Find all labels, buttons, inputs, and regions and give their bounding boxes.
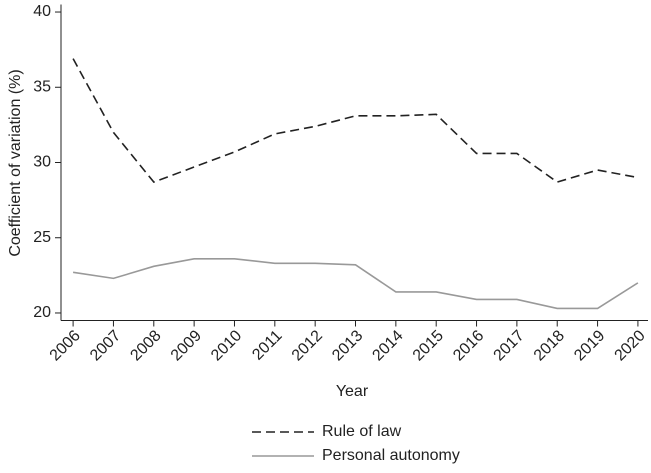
x-tick-label: 2006 — [47, 327, 84, 364]
x-tick-label: 2019 — [571, 327, 608, 364]
x-tick-label: 2020 — [612, 327, 649, 364]
y-tick-label: 35 — [33, 78, 51, 95]
x-tick-label: 2008 — [127, 327, 164, 364]
series-line — [72, 258, 639, 310]
legend-label: Personal autonomy — [322, 447, 460, 464]
x-tick-label: 2016 — [450, 327, 487, 364]
x-tick-label: 2011 — [249, 327, 285, 363]
x-tick-label: 2015 — [410, 327, 447, 364]
x-tick-label: 2012 — [289, 327, 326, 364]
series-line — [72, 58, 639, 184]
x-axis-title: Year — [336, 383, 369, 400]
y-tick-label: 25 — [33, 229, 51, 246]
y-tick-label: 20 — [33, 304, 51, 321]
x-tick-label: 2014 — [369, 327, 406, 364]
y-tick-label: 40 — [33, 3, 51, 20]
x-tick-label: 2007 — [87, 327, 124, 364]
y-tick-label: 30 — [33, 154, 51, 171]
x-tick-label: 2009 — [168, 327, 205, 364]
x-tick-label: 2018 — [531, 327, 568, 364]
x-tick-label: 2017 — [491, 327, 528, 364]
legend-label: Rule of law — [322, 423, 402, 440]
y-axis-title: Coefficient of variation (%) — [7, 69, 24, 256]
x-tick-label: 2013 — [329, 327, 366, 364]
x-tick-label: 2010 — [208, 327, 245, 364]
